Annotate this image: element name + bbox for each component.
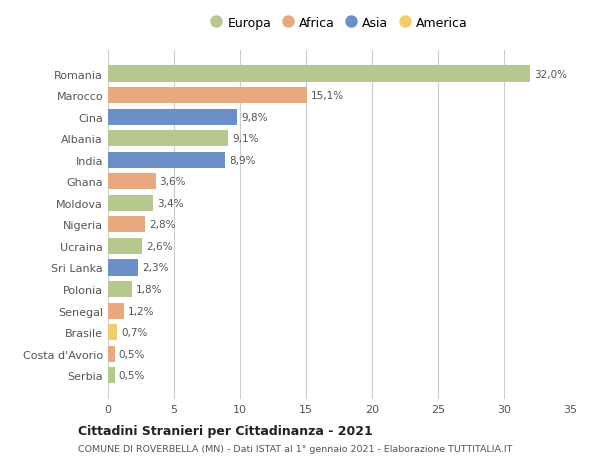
Text: 1,2%: 1,2%	[128, 306, 154, 316]
Text: 8,9%: 8,9%	[229, 156, 256, 165]
Text: 0,7%: 0,7%	[121, 327, 148, 337]
Bar	[108, 346, 115, 362]
Bar	[108, 367, 115, 383]
Text: 1,8%: 1,8%	[136, 285, 162, 294]
Bar	[108, 325, 117, 341]
Bar	[108, 196, 153, 212]
Text: 9,8%: 9,8%	[241, 112, 268, 123]
Bar	[108, 303, 124, 319]
Bar	[108, 109, 238, 125]
Text: 2,8%: 2,8%	[149, 220, 175, 230]
Bar	[108, 281, 132, 297]
Text: 2,6%: 2,6%	[146, 241, 173, 252]
Bar	[108, 67, 530, 83]
Text: 9,1%: 9,1%	[232, 134, 259, 144]
Text: 32,0%: 32,0%	[535, 69, 568, 79]
Bar	[108, 131, 228, 147]
Legend: Europa, Africa, Asia, America: Europa, Africa, Asia, America	[210, 17, 468, 29]
Bar	[108, 238, 142, 254]
Text: COMUNE DI ROVERBELLA (MN) - Dati ISTAT al 1° gennaio 2021 - Elaborazione TUTTITA: COMUNE DI ROVERBELLA (MN) - Dati ISTAT a…	[78, 444, 512, 453]
Text: 0,5%: 0,5%	[119, 370, 145, 381]
Bar	[108, 260, 139, 276]
Text: 2,3%: 2,3%	[142, 263, 169, 273]
Text: 3,6%: 3,6%	[160, 177, 186, 187]
Bar	[108, 152, 226, 168]
Text: 15,1%: 15,1%	[311, 91, 344, 101]
Bar	[108, 88, 307, 104]
Text: 0,5%: 0,5%	[119, 349, 145, 359]
Bar	[108, 217, 145, 233]
Text: Cittadini Stranieri per Cittadinanza - 2021: Cittadini Stranieri per Cittadinanza - 2…	[78, 424, 373, 437]
Text: 3,4%: 3,4%	[157, 198, 184, 208]
Bar	[108, 174, 155, 190]
